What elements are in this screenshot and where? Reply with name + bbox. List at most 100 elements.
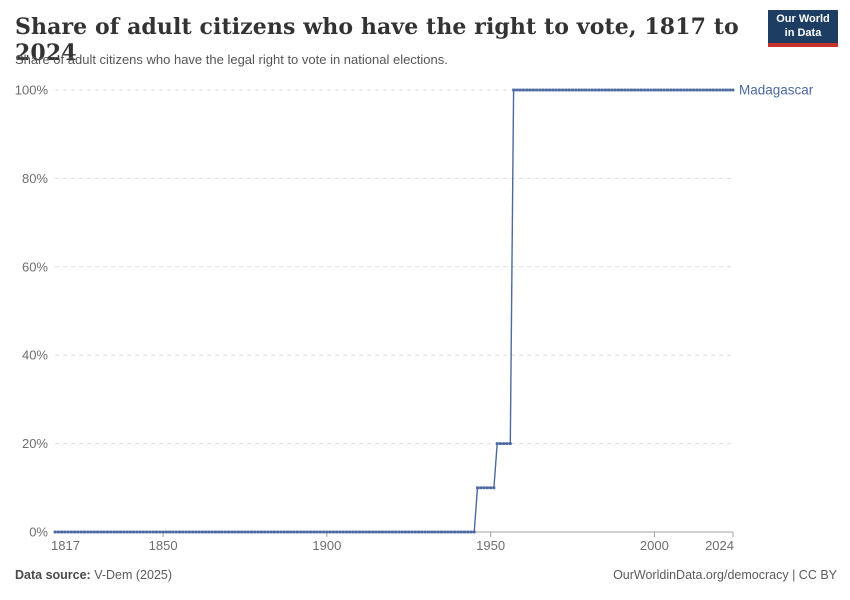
data-point-marker <box>394 530 397 534</box>
data-point-marker <box>558 88 561 92</box>
data-point-marker <box>508 442 512 445</box>
data-point-marker <box>391 530 394 534</box>
data-point-marker <box>633 88 637 92</box>
data-point-marker <box>420 530 424 534</box>
data-point-marker <box>574 88 578 92</box>
data-point-marker <box>371 530 375 534</box>
data-point-marker <box>443 530 447 534</box>
data-point-marker <box>142 530 145 534</box>
x-tick-label: 2024 <box>705 538 734 553</box>
page-title: Share of adult citizens who have the rig… <box>15 14 739 66</box>
data-point-marker <box>63 530 67 534</box>
data-point-marker <box>158 530 162 534</box>
data-point-marker <box>584 88 587 92</box>
data-point-marker <box>567 88 571 92</box>
data-point-marker <box>223 530 227 534</box>
data-point-marker <box>541 88 545 92</box>
data-point-marker <box>463 530 466 534</box>
data-point-marker <box>174 530 178 534</box>
data-point-marker <box>181 530 185 534</box>
data-point-marker <box>505 442 509 445</box>
data-point-marker <box>479 486 483 490</box>
data-point-marker <box>332 530 335 534</box>
data-point-marker <box>643 88 646 92</box>
chart-footer: Data source: V-Dem (2025) OurWorldinData… <box>15 568 837 582</box>
data-point-marker <box>522 88 525 92</box>
data-point-marker <box>259 530 263 534</box>
data-point-marker <box>191 530 194 534</box>
y-tick-label: 100% <box>15 83 49 98</box>
data-point-marker <box>240 530 244 534</box>
data-point-marker <box>692 88 696 92</box>
data-point-marker <box>476 486 479 490</box>
data-point-marker <box>656 88 660 92</box>
y-tick-label: 40% <box>22 348 48 363</box>
data-point-marker <box>374 530 378 534</box>
data-point-marker <box>201 530 204 534</box>
data-point-marker <box>250 530 253 534</box>
data-point-marker <box>646 88 650 92</box>
data-point-marker <box>361 530 365 534</box>
data-point-marker <box>564 88 568 92</box>
data-point-marker <box>112 530 116 534</box>
data-point-marker <box>96 530 99 534</box>
x-tick-label: 1817 <box>51 538 80 553</box>
data-point-marker <box>358 530 361 534</box>
data-point-marker <box>348 530 352 534</box>
data-point-marker <box>675 88 679 92</box>
data-point-marker <box>636 88 640 92</box>
data-point-marker <box>243 530 247 534</box>
data-point-marker <box>725 88 728 92</box>
data-point-marker <box>109 530 113 534</box>
data-point-marker <box>341 530 345 534</box>
data-point-marker <box>669 88 673 92</box>
data-point-marker <box>548 88 551 92</box>
data-point-marker <box>289 530 293 534</box>
data-point-marker <box>302 530 306 534</box>
data-point-marker <box>328 530 332 534</box>
data-point-marker <box>207 530 211 534</box>
data-point-marker <box>600 88 604 92</box>
data-point-marker <box>685 88 689 92</box>
data-point-marker <box>427 530 430 534</box>
data-point-marker <box>721 88 725 92</box>
data-point-marker <box>407 530 411 534</box>
data-point-marker <box>266 530 270 534</box>
owid-logo[interactable]: Our World in Data <box>768 10 838 47</box>
data-point-marker <box>466 530 470 534</box>
data-point-marker <box>269 530 273 534</box>
data-point-marker <box>214 530 217 534</box>
data-point-marker <box>56 530 60 534</box>
y-tick-label: 80% <box>22 171 48 186</box>
data-point-marker <box>309 530 312 534</box>
data-source-label: Data source: <box>15 568 91 582</box>
chart-subtitle: Share of adult citizens who have the leg… <box>15 52 448 67</box>
data-point-marker <box>607 88 610 92</box>
y-tick-label: 0% <box>29 525 48 540</box>
data-point-marker <box>456 530 460 534</box>
data-point-marker <box>210 530 214 534</box>
footer-license-link[interactable]: OurWorldinData.org/democracy | CC BY <box>613 568 837 582</box>
data-point-marker <box>489 486 492 490</box>
data-point-marker <box>705 88 709 92</box>
data-point-marker <box>410 530 414 534</box>
data-point-marker <box>187 530 191 534</box>
owid-logo-line2: in Data <box>784 26 822 39</box>
data-point-marker <box>76 530 80 534</box>
data-point-marker <box>620 88 623 92</box>
x-tick-label: 1950 <box>476 538 505 553</box>
data-point-marker <box>551 88 555 92</box>
data-point-marker <box>535 88 538 92</box>
data-point-marker <box>594 88 597 92</box>
data-point-marker <box>204 530 208 534</box>
data-point-marker <box>60 530 63 534</box>
data-point-marker <box>132 530 135 534</box>
data-point-marker <box>630 88 633 92</box>
data-point-marker <box>145 530 149 534</box>
data-point-marker <box>682 88 686 92</box>
data-point-marker <box>603 88 607 92</box>
data-point-marker <box>184 530 188 534</box>
data-point-marker <box>279 530 283 534</box>
data-point-marker <box>364 530 368 534</box>
